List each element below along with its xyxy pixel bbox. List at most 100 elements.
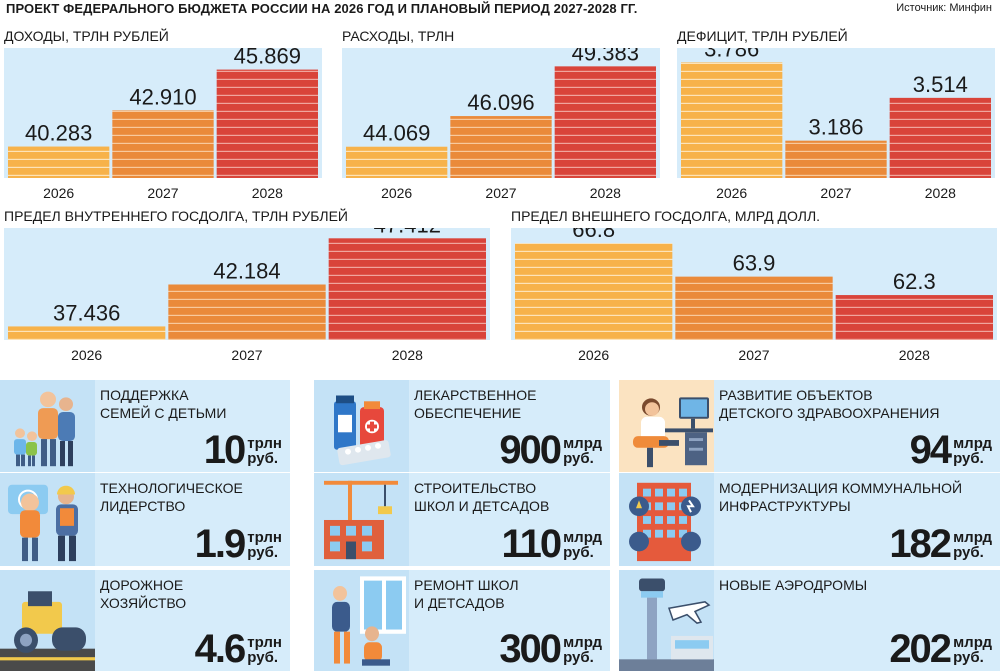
card-amount: 182 млрд руб.: [889, 524, 992, 564]
amount-unit: млрд руб.: [563, 530, 602, 560]
category-label: 2028: [899, 347, 930, 363]
data-label: 3.786: [704, 48, 759, 61]
amount-unit-line: трлн: [247, 435, 282, 452]
card-label: Ремонт школ и детсадов: [414, 576, 519, 612]
card-label-line: Ремонт школ: [414, 577, 519, 593]
amount-unit: трлн руб.: [247, 635, 282, 665]
category-label: 2027: [231, 347, 262, 363]
chart-external-debt: ПРЕДЕЛ ВНЕШНЕГО ГОСДОЛГА, МЛРД ДОЛЛ. 66.…: [511, 208, 997, 366]
card-amount: 300 млрд руб.: [499, 627, 602, 671]
data-label: 3.186: [808, 115, 863, 140]
data-label: 45.869: [234, 48, 301, 69]
bar-2027: [168, 284, 326, 340]
amount-unit-line: млрд: [563, 634, 602, 651]
amount-value: 94: [909, 428, 952, 472]
amount-unit-line: млрд: [953, 634, 992, 651]
card-amount: 94 млрд руб.: [909, 428, 992, 472]
bar-2026: [8, 146, 110, 178]
card-label: Модернизация коммунальной инфраструктуры: [719, 479, 962, 515]
card-label: Технологическое лидерство: [100, 479, 243, 515]
amount-value: 4.6: [194, 627, 247, 671]
category-label: 2027: [820, 185, 851, 201]
chart-domestic-debt-plot: 37.436 2026 42.184 2027 47.412 2028: [4, 228, 490, 363]
amount-unit-line: млрд: [563, 435, 602, 452]
card-label-line: инфраструктуры: [719, 498, 851, 514]
budget-card: Модернизация коммунальной инфраструктуры 1…: [619, 473, 1000, 566]
bar-2026: [681, 62, 783, 178]
repair-workers-icon: [314, 570, 409, 671]
amount-value: 1.9: [194, 522, 247, 566]
card-label-line: детского здравоохранения: [719, 405, 940, 421]
chart-external-debt-plot: 66.8 2026 63.9 2027 62.3 2028: [511, 228, 997, 363]
category-label: 2026: [381, 185, 412, 201]
chart-title: ПРЕДЕЛ ВНУТРЕННЕГО ГОСДОЛГА, ТРЛН РУБЛЕЙ: [4, 208, 348, 224]
card-label-line: семей с детьми: [100, 405, 227, 421]
amount-unit-line: трлн: [247, 634, 282, 651]
data-label: 44.069: [363, 121, 430, 146]
amount-unit-line: руб.: [953, 544, 984, 561]
category-label: 2027: [738, 347, 769, 363]
category-label: 2028: [252, 185, 283, 201]
bar-2028: [554, 66, 656, 178]
amount-unit-line: млрд: [953, 529, 992, 546]
budget-card: Строительство школ и детсадов 110 млрд руб.: [314, 473, 610, 566]
source-note: Источник: Минфин: [896, 2, 992, 14]
amount-unit-line: руб.: [563, 544, 594, 561]
data-label: 42.184: [213, 258, 280, 283]
amount-unit: млрд руб.: [563, 635, 602, 665]
data-label: 62.3: [893, 269, 936, 294]
chart-expenses-plot: 44.069 2026 46.096 2027 49.383 2028: [342, 48, 660, 201]
page-title: ПРОЕКТ ФЕДЕРАЛЬНОГО БЮДЖЕТА РОССИИ НА 20…: [6, 1, 638, 16]
utilities-building-icon: [619, 473, 714, 566]
data-label: 66.8: [572, 228, 615, 242]
amount-unit: млрд руб.: [563, 436, 602, 466]
chart-deficit-plot: 3.786 2026 3.186 2027 3.514 2028: [677, 48, 995, 201]
bar-2026: [8, 326, 166, 340]
bar-2027: [112, 110, 214, 178]
amount-unit-line: руб.: [953, 649, 984, 666]
amount-unit-line: руб.: [953, 450, 984, 467]
budget-card: Развитие объектов детского здравоохранени…: [619, 380, 1000, 472]
bar-2027: [785, 140, 887, 178]
card-label-line: обеспечение: [414, 405, 522, 421]
bar-2027: [675, 276, 833, 340]
amount-value: 900: [499, 428, 562, 472]
category-label: 2028: [590, 185, 621, 201]
chart-title: ПРЕДЕЛ ВНЕШНЕГО ГОСДОЛГА, МЛРД ДОЛЛ.: [511, 208, 821, 224]
construction-crane-icon: [314, 473, 409, 566]
family-icon: [0, 380, 95, 472]
card-label: Дорожное хозяйство: [100, 576, 186, 612]
bar-2027: [450, 116, 552, 178]
card-amount: 4.6 трлн руб.: [194, 627, 282, 671]
card-label-line: хозяйство: [100, 595, 187, 611]
card-label-line: Дорожное: [100, 577, 184, 593]
amount-unit-line: руб.: [247, 450, 279, 467]
card-label: Поддержка семей с детьми: [100, 386, 226, 422]
card-amount: 10 трлн руб.: [204, 430, 282, 470]
chart-revenue: ДОХОДЫ, ТРЛН РУБЛЕЙ 40.283 2026 42.910 2027…: [4, 28, 322, 204]
amount-unit: млрд руб.: [953, 436, 992, 466]
bar-2026: [346, 146, 448, 178]
budget-card: Поддержка семей с детьми 10 трлн руб.: [0, 380, 290, 472]
card-amount: 1.9 трлн руб.: [194, 522, 282, 566]
amount-value: 300: [499, 627, 562, 671]
card-label-line: лидерство: [100, 498, 186, 514]
card-label-line: Поддержка: [100, 387, 189, 403]
amount-value: 110: [501, 522, 563, 566]
budget-card: Новые аэродромы 202 млрд руб.: [619, 570, 1000, 671]
amount-unit-line: трлн: [247, 529, 282, 546]
data-label: 3.514: [913, 72, 968, 97]
amount-unit-line: млрд: [953, 435, 992, 452]
category-label: 2026: [716, 185, 747, 201]
card-label-line: Новые аэродромы: [719, 577, 868, 593]
bar-2028: [835, 295, 993, 340]
chart-expenses: РАСХОДЫ, ТРЛН 44.069 2026 46.096 2027 49.383…: [342, 28, 660, 204]
category-label: 2027: [485, 185, 516, 201]
card-amount: 110 млрд руб.: [501, 522, 602, 566]
budget-card: Дорожное хозяйство 4.6 трлн руб.: [0, 570, 290, 671]
amount-unit-line: млрд: [563, 529, 602, 546]
road-roller-icon: [0, 570, 95, 671]
card-label-line: школ и детсадов: [414, 498, 550, 514]
card-label: Строительство школ и детсадов: [414, 479, 549, 515]
amount-unit: млрд руб.: [953, 635, 992, 665]
